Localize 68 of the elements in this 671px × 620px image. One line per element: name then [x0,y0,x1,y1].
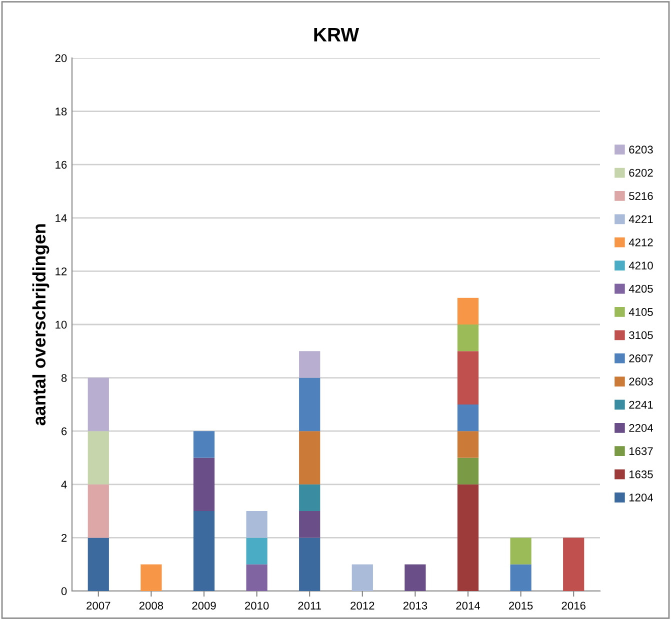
y-tick-label: 8 [61,374,67,382]
legend-label: 5216 [629,192,653,200]
legend-label: 1204 [629,494,654,502]
x-tick-label: 2008 [139,602,164,610]
legend-label: 1637 [629,447,653,456]
bar [193,511,215,591]
bar [299,484,320,512]
y-tick-label: 20 [55,54,67,62]
bar [88,538,109,591]
x-tick-label: 2014 [456,602,480,610]
bar [246,511,268,538]
bar [457,298,479,324]
legend-label: 2607 [629,354,653,362]
bar [457,431,479,458]
legend-label: 4105 [628,308,653,316]
legend-label: 6203 [629,146,653,154]
bar [510,564,532,591]
bar [404,564,426,591]
bar [299,378,320,432]
bar [299,538,320,591]
legend-label: 1635 [629,470,653,478]
bar [299,351,320,378]
y-tick-label: 12 [56,267,67,276]
y-tick-label: 4 [61,480,67,488]
bar [352,564,373,591]
legend-label: 4205 [628,284,653,293]
bar [299,511,320,538]
y-tick-label: 6 [62,427,67,436]
legend-label: 4210 [628,262,653,270]
bar [563,538,584,591]
bar [88,484,109,538]
y-tick-label: 14 [56,214,67,222]
y-tick-label: 18 [56,108,67,116]
bar [299,431,320,484]
x-tick-label: 2007 [86,602,110,610]
bar [246,538,268,564]
y-axis-title: aantal overschrijdingen [32,224,50,426]
bar [457,404,479,432]
x-tick-label: 2013 [403,602,428,610]
bar [457,458,479,484]
x-tick-label: 2016 [562,602,586,610]
bar [88,431,109,484]
legend-label: 2241 [629,400,653,409]
bar [140,564,162,591]
legend-label: 2603 [629,378,653,386]
y-tick-label: 2 [62,534,67,542]
legend-label: 4212 [628,238,653,246]
bar [457,324,479,352]
x-tick-label: 2012 [350,602,374,610]
chart-title: KRW [314,28,360,42]
y-tick-label: 10 [56,320,67,329]
x-tick-label: 2010 [245,602,269,610]
bar [457,351,479,404]
x-tick-label: 2011 [298,602,322,610]
bar [510,538,532,564]
y-tick-label: 16 [56,160,67,169]
legend-label: 6202 [629,168,653,177]
bar [246,564,268,591]
legend-label: 2204 [629,424,654,432]
bar [457,484,479,591]
legend-label: 4221 [628,215,653,224]
bar [193,458,215,512]
x-tick-label: 2015 [509,602,533,610]
bar [88,378,109,432]
x-tick-label: 2009 [192,602,216,610]
bar [193,431,215,458]
y-tick-label: 0 [61,587,67,596]
legend-label: 3105 [629,331,653,340]
